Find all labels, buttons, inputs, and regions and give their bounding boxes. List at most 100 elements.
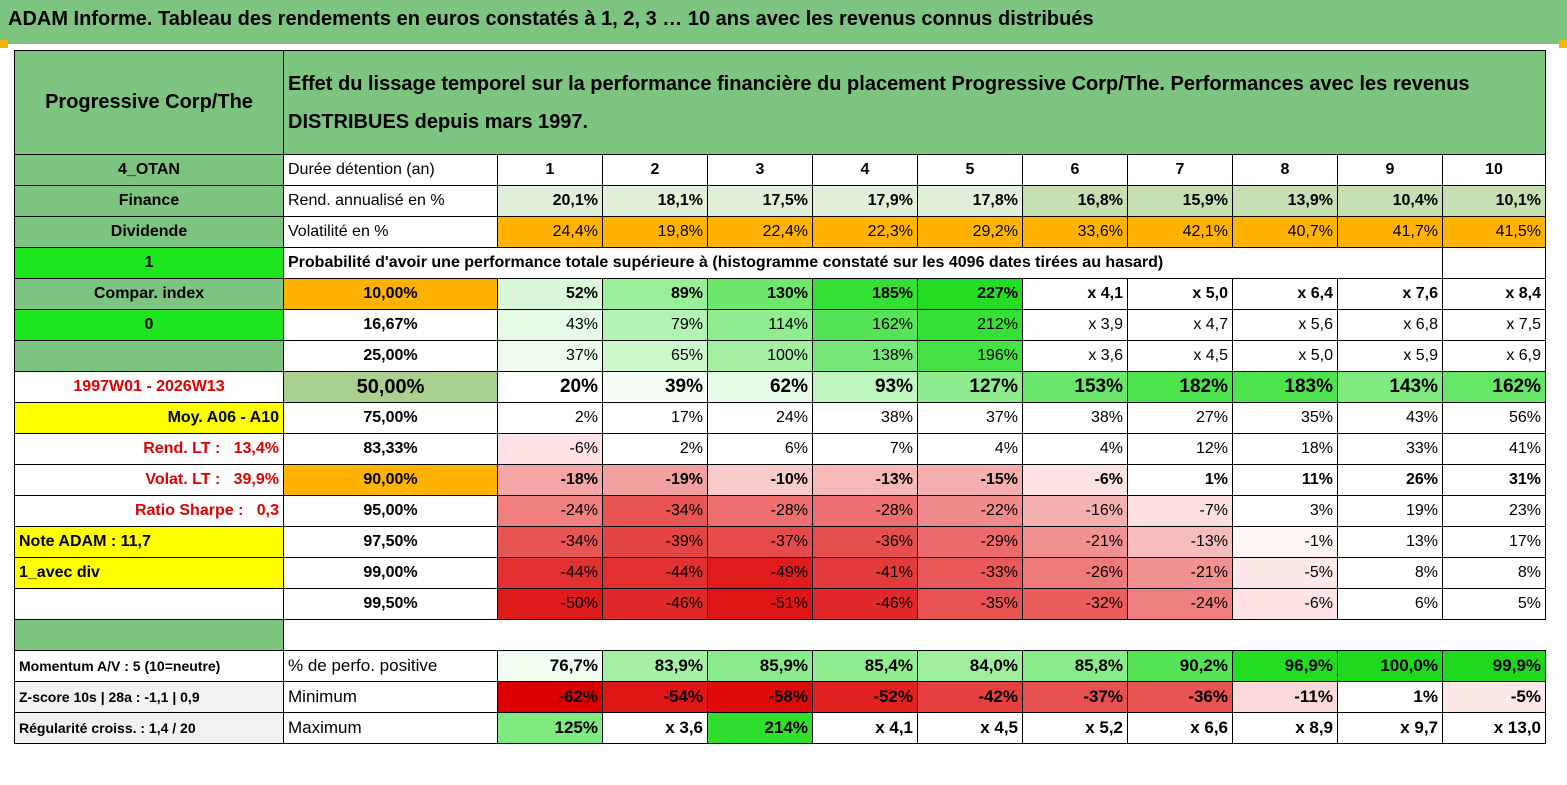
vol-label: Volatilité en %	[283, 216, 498, 248]
blank-green-cell	[14, 340, 284, 372]
volat-lt-value: 39,9%	[233, 471, 279, 488]
positive-value: 85,4%	[812, 650, 918, 682]
vol-value: 40,7%	[1232, 216, 1338, 248]
probability-value: 5%	[1442, 588, 1546, 620]
probability-value: 114%	[707, 309, 813, 341]
positive-value: 85,8%	[1022, 650, 1128, 682]
vol-value: 19,8%	[602, 216, 708, 248]
probability-value: 23%	[1442, 495, 1546, 527]
sharpe-value: 0,3	[256, 502, 279, 519]
report-title: ADAM Informe. Tableau des rendements en …	[8, 8, 1094, 30]
probability-value: 56%	[1442, 402, 1546, 434]
rend-value: 17,8%	[917, 185, 1023, 217]
probability-value: -28%	[812, 495, 918, 527]
probability-value: 6%	[1337, 588, 1443, 620]
probability-value: x 4,1	[1022, 278, 1128, 310]
moy-label: Moy. A06 - A10	[14, 402, 284, 434]
probability-value: x 5,6	[1232, 309, 1338, 341]
probability-value: x 3,6	[1022, 340, 1128, 372]
probability-value: 17%	[1442, 526, 1546, 558]
percentile-label: 16,67%	[283, 309, 498, 341]
volat-lt: Volat. LT : 39,9%	[14, 464, 284, 496]
probability-value: -26%	[1022, 557, 1128, 589]
percentile-label: 50,00%	[283, 371, 498, 403]
probability-value: 1%	[1127, 464, 1233, 496]
probability-value: 24%	[707, 402, 813, 434]
minimum-value: -42%	[917, 681, 1023, 713]
probability-value: 143%	[1337, 371, 1443, 403]
corner-marker-right	[1559, 40, 1567, 48]
vol-value: 22,4%	[707, 216, 813, 248]
note-adam: Note ADAM : 11,7	[14, 526, 284, 558]
rend-value: 10,4%	[1337, 185, 1443, 217]
year-header: 8	[1232, 154, 1338, 186]
probability-value: 31%	[1442, 464, 1546, 496]
probability-value: 4%	[917, 433, 1023, 465]
flag-zero: 0	[14, 309, 284, 341]
probability-value: x 4,5	[1127, 340, 1233, 372]
percentile-label: 10,00%	[283, 278, 498, 310]
probability-value: 212%	[917, 309, 1023, 341]
flag-one: 1	[14, 247, 284, 279]
maximum-value: x 9,7	[1337, 712, 1443, 744]
probability-value: 65%	[602, 340, 708, 372]
minimum-value: -5%	[1442, 681, 1546, 713]
probability-value: -29%	[917, 526, 1023, 558]
probability-value: -19%	[602, 464, 708, 496]
probability-value: 33%	[1337, 433, 1443, 465]
probability-value: -13%	[812, 464, 918, 496]
avec-div: 1_avec div	[14, 557, 284, 589]
probability-value: -51%	[707, 588, 813, 620]
rend-value: 20,1%	[497, 185, 603, 217]
minimum-value: -36%	[1127, 681, 1233, 713]
probability-value: -37%	[707, 526, 813, 558]
year-header: 4	[812, 154, 918, 186]
probability-value: 12%	[1127, 433, 1233, 465]
vol-value: 24,4%	[497, 216, 603, 248]
maximum-value: 214%	[707, 712, 813, 744]
asset-type: Dividende	[14, 216, 284, 248]
probability-value: -21%	[1127, 557, 1233, 589]
probability-value: 20%	[497, 371, 603, 403]
maximum-value: x 5,2	[1022, 712, 1128, 744]
rend-value: 18,1%	[602, 185, 708, 217]
performance-table: Progressive Corp/The Effet du lissage te…	[14, 50, 1546, 744]
probability-value: 227%	[917, 278, 1023, 310]
corner-marker-left	[0, 40, 8, 48]
probability-value: -13%	[1127, 526, 1233, 558]
probability-value: -18%	[497, 464, 603, 496]
year-header: 5	[917, 154, 1023, 186]
blank-cell	[14, 588, 284, 620]
vol-value: 41,7%	[1337, 216, 1443, 248]
positive-value: 85,9%	[707, 650, 813, 682]
probability-value: -6%	[1022, 464, 1128, 496]
positive-value: 100,0%	[1337, 650, 1443, 682]
positive-value: 90,2%	[1127, 650, 1233, 682]
rend-lt-value: 13,4%	[233, 440, 279, 457]
maximum-label: Maximum	[283, 712, 498, 744]
probability-value: -22%	[917, 495, 1023, 527]
probability-value: 89%	[602, 278, 708, 310]
percentile-label: 75,00%	[283, 402, 498, 434]
percentile-label: 90,00%	[283, 464, 498, 496]
percentile-label: 97,50%	[283, 526, 498, 558]
regularite: Régularité croiss. : 1,4 / 20	[14, 712, 284, 744]
probability-value: 3%	[1232, 495, 1338, 527]
probability-value: 52%	[497, 278, 603, 310]
asset-code: 4_OTAN	[14, 154, 284, 186]
probability-value: -36%	[812, 526, 918, 558]
rend-value: 16,8%	[1022, 185, 1128, 217]
maximum-value: x 4,5	[917, 712, 1023, 744]
maximum-value: x 13,0	[1442, 712, 1546, 744]
probability-value: -24%	[497, 495, 603, 527]
probability-value: 2%	[602, 433, 708, 465]
probability-value: 35%	[1232, 402, 1338, 434]
sharpe-label: Ratio Sharpe :	[134, 502, 244, 519]
probability-value: x 7,6	[1337, 278, 1443, 310]
probability-value: 19%	[1337, 495, 1443, 527]
asset-name: Progressive Corp/The	[14, 50, 284, 155]
probability-value: 127%	[917, 371, 1023, 403]
probability-value: -44%	[602, 557, 708, 589]
compar-index: Compar. index	[14, 278, 284, 310]
probability-value: 17%	[602, 402, 708, 434]
